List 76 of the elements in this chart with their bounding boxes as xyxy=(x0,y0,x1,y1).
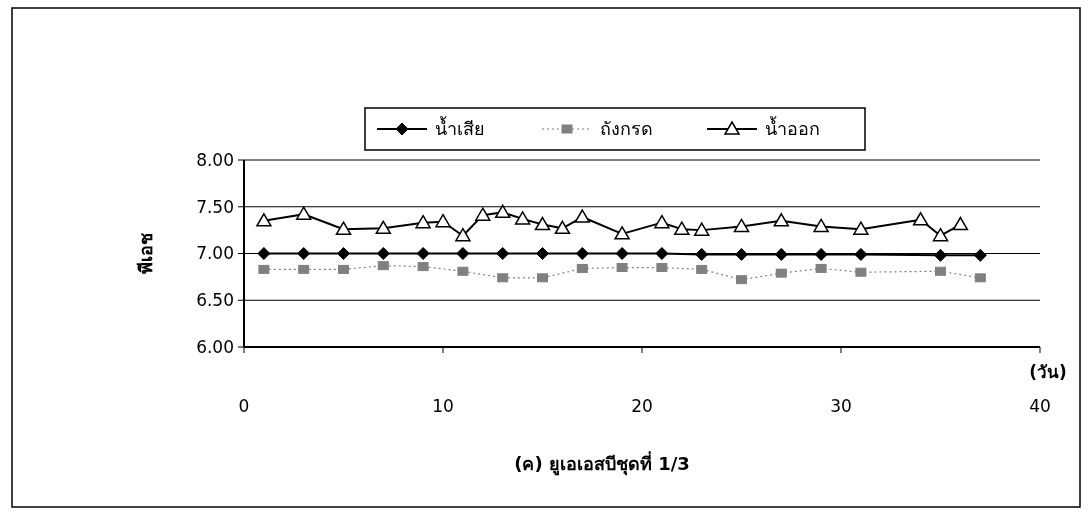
point xyxy=(934,248,947,262)
point xyxy=(773,213,790,227)
point xyxy=(674,221,690,235)
point xyxy=(813,218,829,233)
point xyxy=(815,263,827,273)
point xyxy=(417,262,429,272)
point xyxy=(695,247,709,261)
y-tick-label: 6.50 xyxy=(196,290,234,311)
x-tick-label: 40 xyxy=(1029,396,1051,416)
x-axis-title: (วัน) xyxy=(1029,362,1067,382)
point xyxy=(536,247,549,260)
point xyxy=(337,247,350,260)
legend-label: น้ำออก xyxy=(765,116,820,140)
point xyxy=(654,214,670,229)
point xyxy=(377,261,389,271)
point xyxy=(455,227,471,242)
point xyxy=(932,227,949,242)
point xyxy=(554,220,571,235)
legend-label: น้ำเสีย xyxy=(435,116,485,140)
text: (ค) ยูเอเอสบีชุดที่ 1/3 xyxy=(514,451,690,476)
point xyxy=(335,221,352,235)
point xyxy=(854,247,868,261)
point xyxy=(974,273,986,283)
point xyxy=(534,216,551,231)
point xyxy=(375,220,392,235)
point xyxy=(733,218,750,233)
point xyxy=(614,226,630,240)
point xyxy=(494,204,511,219)
point xyxy=(656,263,668,273)
point xyxy=(735,247,748,261)
point xyxy=(973,248,987,262)
point xyxy=(775,268,787,278)
point xyxy=(952,216,969,231)
x-tick-label: 20 xyxy=(631,396,653,416)
point xyxy=(537,273,548,283)
x-tick-label: 10 xyxy=(432,396,454,416)
point xyxy=(256,213,272,227)
point xyxy=(298,264,310,274)
x-tick-label: 30 xyxy=(830,396,852,416)
point xyxy=(736,275,747,285)
point xyxy=(855,267,867,277)
point xyxy=(457,266,469,276)
point xyxy=(497,273,509,283)
point xyxy=(574,209,591,223)
point xyxy=(416,247,430,260)
point xyxy=(297,247,311,260)
point xyxy=(376,247,390,260)
point xyxy=(774,247,788,261)
point xyxy=(615,247,629,260)
point xyxy=(257,247,271,260)
point xyxy=(696,264,708,274)
point xyxy=(693,222,710,236)
point xyxy=(576,263,588,273)
point xyxy=(935,266,946,276)
legend-label: ถังกรด xyxy=(600,118,653,140)
point xyxy=(435,213,451,228)
point xyxy=(853,221,869,235)
point xyxy=(338,264,349,274)
y-tick-label: 7.00 xyxy=(196,243,234,264)
point xyxy=(575,247,589,260)
y-axis-title: พีเอช xyxy=(135,233,156,274)
point xyxy=(912,212,929,226)
y-tick-label: 7.50 xyxy=(196,196,234,217)
y-tick-label: 6.00 xyxy=(196,336,234,357)
point xyxy=(655,247,669,260)
y-tick-label: 8.00 xyxy=(196,149,234,170)
point xyxy=(814,247,828,261)
point xyxy=(415,214,431,229)
point xyxy=(475,207,491,221)
point xyxy=(258,264,270,274)
point xyxy=(616,263,628,273)
point xyxy=(514,211,531,225)
x-tick-label: 0 xyxy=(238,396,250,416)
point xyxy=(456,247,470,260)
point xyxy=(496,247,510,260)
point xyxy=(295,206,312,220)
